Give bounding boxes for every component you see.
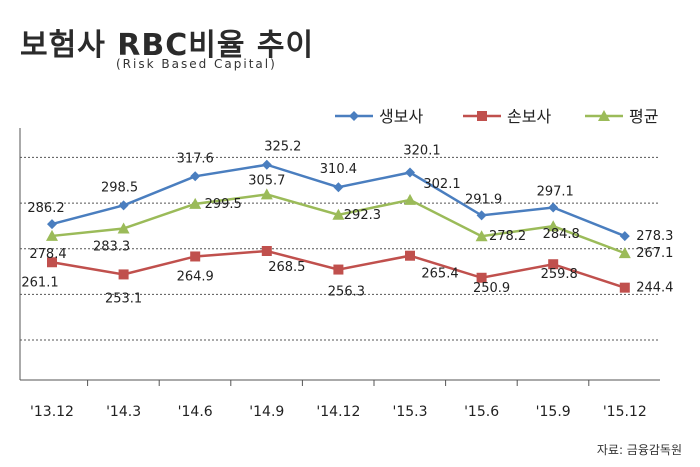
point-marker (332, 208, 345, 220)
data-label: 268.5 (268, 260, 305, 275)
point-marker (261, 245, 272, 256)
legend-marker (598, 110, 610, 121)
data-label: 320.1 (403, 143, 440, 158)
data-label: 278.3 (636, 229, 673, 244)
legend-marker (349, 111, 359, 121)
point-marker (261, 159, 272, 170)
data-label: 302.1 (423, 177, 460, 192)
data-label: 265.4 (421, 267, 458, 282)
data-label: 325.2 (264, 140, 301, 155)
chart-title: 보험사 RBC비율 추이 (20, 28, 315, 63)
point-marker (404, 193, 416, 205)
data-label: 284.8 (543, 227, 580, 242)
data-label: 261.1 (21, 275, 58, 290)
data-label: 286.2 (27, 201, 64, 216)
gridlines (19, 128, 660, 381)
legend-label: 손보사 (507, 107, 551, 126)
legend: 생보사 손보사 평균 (335, 107, 658, 126)
data-label: 250.9 (473, 281, 510, 296)
point-marker (476, 210, 487, 221)
point-marker (618, 247, 631, 259)
x-axis: '13.12 '14.3 '14.6 '14.9 '14.12 '15.3 '15.6 '15… (30, 380, 647, 420)
x-tick-label: '14.3 (106, 404, 141, 420)
point-marker (619, 231, 630, 242)
point-marker (46, 229, 58, 241)
point-marker (619, 282, 630, 293)
data-label: 317.6 (177, 151, 214, 166)
point-marker (475, 230, 488, 242)
point-marker (260, 188, 273, 200)
point-marker (333, 264, 344, 275)
point-marker (405, 250, 415, 261)
series-lines (46, 159, 631, 293)
data-label: 291.9 (465, 192, 502, 207)
data-label: 264.9 (177, 269, 214, 284)
x-tick-label: '15.3 (392, 404, 427, 420)
legend-marker (477, 111, 487, 121)
data-label: 278.2 (489, 229, 526, 244)
point-marker (118, 200, 129, 211)
x-tick-label: '13.12 (30, 404, 74, 420)
legend-label: 생보사 (379, 107, 423, 126)
point-marker (548, 259, 559, 270)
data-label: 256.3 (328, 285, 365, 300)
data-label: 298.5 (101, 180, 138, 195)
x-tick-label: '14.9 (249, 404, 284, 420)
data-label: 267.1 (636, 246, 673, 261)
x-tick-label: '14.12 (316, 404, 360, 420)
data-label: 292.3 (344, 208, 381, 223)
point-marker (47, 257, 57, 268)
data-label: 278.4 (29, 247, 66, 262)
point-marker (117, 222, 130, 234)
data-label: 305.7 (248, 173, 285, 188)
chart-subtitle: (Risk Based Capital) (116, 57, 277, 71)
legend-label: 평균 (629, 107, 658, 126)
data-label: 283.3 (93, 239, 130, 254)
point-marker (118, 269, 129, 280)
point-marker (476, 272, 487, 283)
source-note: 자료: 금융감독원 (596, 443, 682, 457)
point-marker (190, 251, 201, 262)
data-label: 259.8 (541, 267, 578, 282)
data-label: 299.5 (205, 197, 242, 212)
data-label: 253.1 (105, 291, 142, 306)
data-label: 244.4 (636, 281, 673, 296)
x-tick-label: '15.12 (603, 404, 647, 420)
x-tick-label: '15.9 (536, 404, 571, 420)
data-label: 297.1 (537, 184, 574, 199)
data-labels: 286.2 298.5 317.6 325.2 310.4 320.1 291.9 297.1… (21, 140, 673, 307)
point-marker (547, 220, 560, 232)
point-marker (405, 167, 415, 178)
point-marker (189, 197, 202, 209)
data-label: 310.4 (320, 162, 357, 177)
point-marker (47, 219, 57, 230)
x-tick-label: '14.6 (178, 404, 213, 420)
point-marker (190, 171, 201, 182)
point-marker (548, 202, 559, 213)
point-marker (333, 182, 344, 193)
x-tick-label: '15.6 (464, 404, 499, 420)
